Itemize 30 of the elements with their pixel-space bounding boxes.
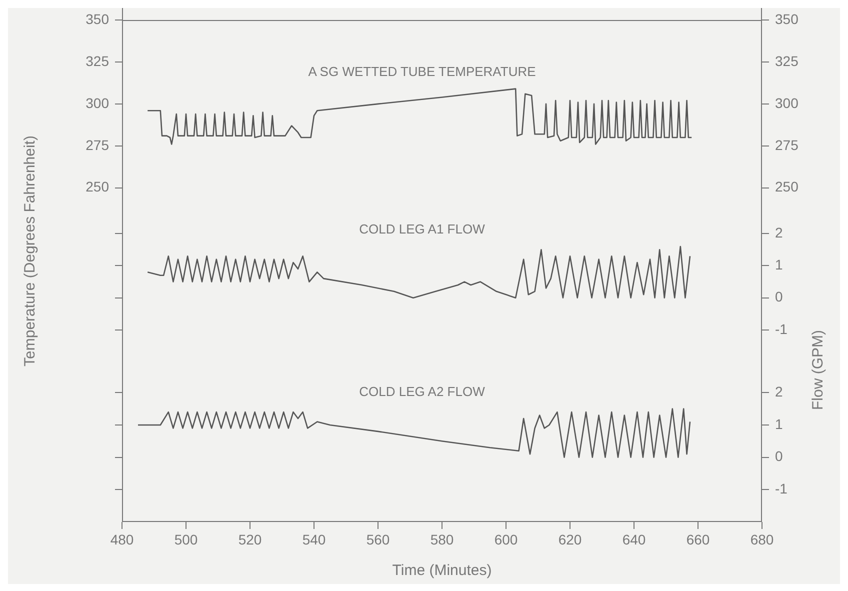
y-tick-label: 250: [86, 178, 110, 195]
x-tick-label: 640: [622, 531, 646, 548]
x-tick-label: 600: [494, 531, 518, 548]
y-axis-title: Temperature (Degrees Fahrenheit): [22, 136, 38, 366]
x-tick-label: 620: [558, 531, 582, 548]
y-tick-label: -1: [775, 320, 788, 337]
y-tick-label: 2: [775, 224, 783, 241]
x-tick-label: 660: [686, 531, 710, 548]
y-tick-label: 325: [86, 52, 110, 69]
y-axis-title: Flow (GPM): [810, 330, 826, 410]
y-tick-label: -1: [775, 480, 788, 497]
x-tick-label: 500: [174, 531, 198, 548]
y-tick-label: 275: [86, 136, 110, 153]
text: COLD LEG A2 FLOW: [359, 384, 486, 399]
y-tick-label: 1: [775, 256, 783, 273]
y-tick-label: 1: [775, 416, 783, 432]
series-label: A SG WETTED TUBE TEMPERATURE: [308, 64, 536, 79]
y-tick-label: 2: [775, 384, 783, 400]
y-tick-label: 350: [86, 10, 110, 27]
x-tick-label: 580: [430, 531, 454, 548]
x-tick-label: 520: [238, 531, 262, 548]
text: COLD LEG A1 FLOW: [359, 222, 486, 237]
y-tick-label: 0: [775, 448, 783, 464]
x-axis-title: Time (Minutes): [392, 562, 492, 580]
x-tick-label: 540: [302, 531, 326, 548]
y-tick-label: 0: [775, 288, 783, 305]
x-tick-label: 480: [110, 531, 134, 548]
y-tick-label: 300: [86, 94, 110, 111]
x-tick-label: 680: [750, 531, 774, 548]
x-tick-label: 560: [366, 531, 390, 548]
